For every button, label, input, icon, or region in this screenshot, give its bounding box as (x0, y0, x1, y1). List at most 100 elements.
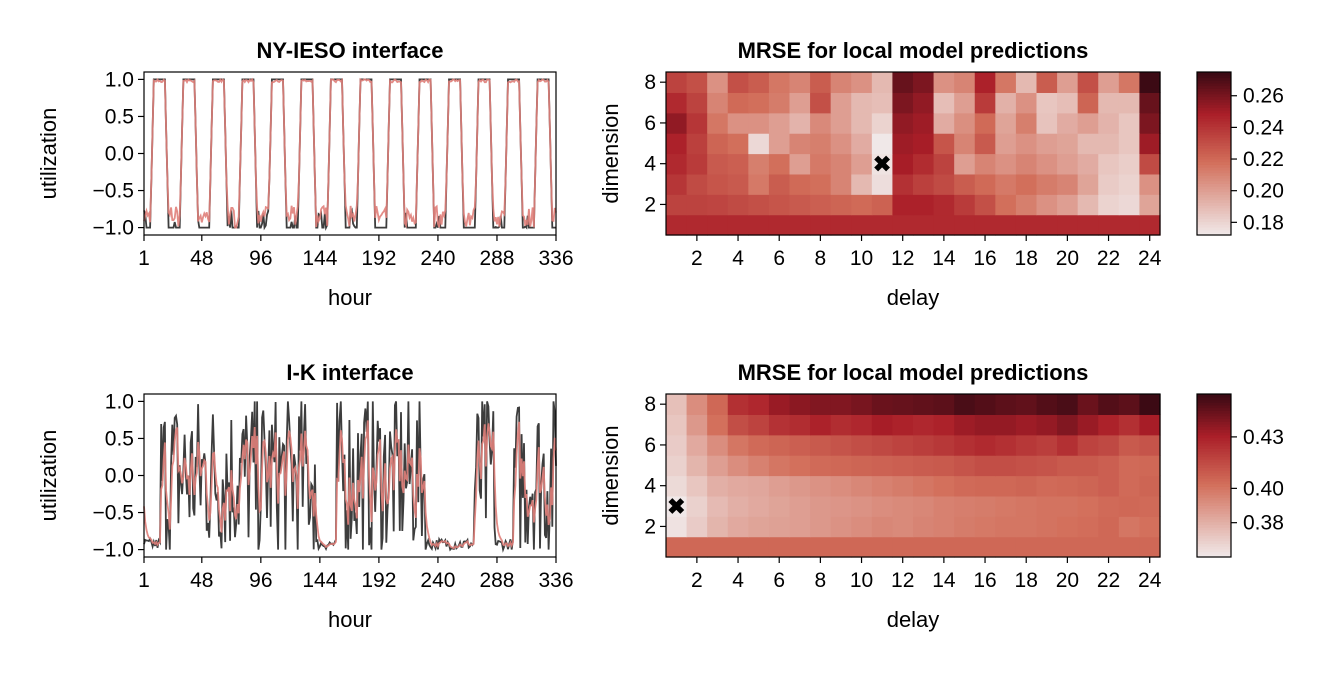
heatmap-cell (871, 475, 894, 497)
heatmap-cell (1057, 112, 1079, 134)
colorbar-step (1197, 115, 1231, 119)
y-tick-label: 8 (644, 393, 656, 416)
heatmap-cell (686, 133, 708, 155)
heatmap-cell (768, 394, 791, 415)
colorbar-tick-label: 0.24 (1243, 116, 1284, 139)
heatmap-cell (933, 536, 955, 558)
heatmap-cell (871, 194, 894, 216)
heatmap-cell (892, 516, 914, 538)
heatmap-cell (871, 214, 894, 236)
heatmap-cell (851, 173, 873, 195)
heatmap-cell (1118, 414, 1141, 436)
heatmap-cell (1098, 475, 1120, 497)
series-predicted (143, 77, 557, 229)
colorbar-step (1197, 107, 1231, 111)
heatmap-cell (1118, 194, 1141, 216)
heatmap-cell (892, 214, 914, 236)
heatmap-cell (1139, 214, 1161, 236)
heatmap-cell (1036, 194, 1058, 216)
heatmap-cell (810, 516, 832, 538)
colorbar-step (1197, 521, 1231, 525)
heatmap-cell (810, 153, 832, 175)
heatmap-cell (1139, 153, 1161, 175)
heatmap-cell (892, 112, 914, 134)
heatmap-cell (974, 516, 996, 538)
colorbar-step (1197, 396, 1231, 401)
heatmap-cell (913, 394, 935, 415)
heatmap-cell (954, 112, 976, 134)
y-tick-label: −0.5 (93, 180, 134, 203)
heatmap-cell (748, 434, 770, 456)
heatmap-cell (892, 455, 914, 477)
heatmap-cell (1098, 516, 1120, 538)
heatmap-cell (686, 516, 708, 538)
heatmap-cell (810, 475, 832, 497)
colorbar-step (1197, 142, 1231, 146)
x-tick-label: 1 (138, 569, 150, 592)
heatmap-cell (789, 394, 811, 415)
colorbar-step (1197, 402, 1231, 406)
heatmap-cell (974, 112, 996, 134)
heatmap-cell (995, 72, 1017, 93)
heatmap-cell (666, 516, 688, 538)
colorbar-frame (1196, 393, 1232, 558)
heatmap-cell (748, 133, 770, 155)
heatmap-cell (707, 92, 729, 114)
heatmap-cell (1015, 434, 1038, 456)
heatmap-cell (892, 475, 914, 497)
heatmap-cell (1139, 516, 1161, 538)
heatmap-cell (892, 414, 914, 436)
heatmap-cell (768, 536, 791, 558)
heatmap-cell (995, 495, 1017, 517)
heatmap-cell (727, 194, 749, 216)
x-tick-label: 96 (249, 247, 272, 270)
heatmap-cell (789, 455, 811, 477)
heatmap-cell (851, 434, 873, 456)
heatmap-cell (974, 173, 996, 195)
colorbar-step (1197, 524, 1231, 528)
colorbar-step (1197, 554, 1231, 558)
colorbar-step (1197, 434, 1231, 439)
heatmap-cell (1057, 516, 1079, 538)
heatmap-cell (1118, 153, 1141, 175)
x-tick-label: 22 (1097, 569, 1120, 592)
heatmap-cell (748, 72, 770, 93)
heatmap-cell (789, 516, 811, 538)
heatmap-cell (830, 194, 852, 216)
heatmap-cell (1098, 72, 1120, 93)
heatmap-cell (666, 133, 688, 155)
chart-title: MRSE for local model predictions (738, 360, 1089, 385)
heatmap-cell (686, 173, 708, 195)
colorbar-tick-label: 0.18 (1243, 211, 1284, 234)
heatmap-cell (1139, 434, 1161, 456)
colorbar-step (1197, 535, 1231, 539)
colorbar-step (1197, 451, 1231, 455)
heatmap-cell (1118, 173, 1141, 195)
heatmap-cell (727, 214, 749, 236)
heatmap-cell (1015, 414, 1038, 436)
heatmap-cell (954, 173, 976, 195)
heatmap-3: MRSE for local model predictions✖2 4 6 8 10 1… (598, 360, 1284, 632)
heatmap-cell (1098, 536, 1120, 558)
heatmap-cell (748, 92, 770, 114)
heatmap-cell (707, 214, 729, 236)
colorbar-step (1197, 112, 1231, 117)
heatmap-cell (1139, 194, 1161, 216)
heatmap-cell (954, 536, 976, 558)
colorbar-step (1197, 188, 1231, 193)
x-tick-label: 288 (479, 247, 514, 270)
heatmap-cell (974, 394, 996, 415)
heatmap-cell (954, 214, 976, 236)
heatmap-cell (1118, 516, 1141, 538)
x-tick-label: 144 (302, 569, 337, 592)
colorbar-step (1197, 229, 1231, 233)
heatmap-cell (707, 455, 729, 477)
heatmap-cell (768, 475, 791, 497)
heatmap-cell (995, 153, 1017, 175)
x-tick-label: 16 (973, 569, 996, 592)
y-tick-label: 4 (644, 153, 656, 176)
x-tick-label: 192 (361, 247, 396, 270)
heatmap-cell (1057, 92, 1079, 114)
heatmap-cell (1036, 516, 1058, 538)
heatmap-cell (892, 495, 914, 517)
